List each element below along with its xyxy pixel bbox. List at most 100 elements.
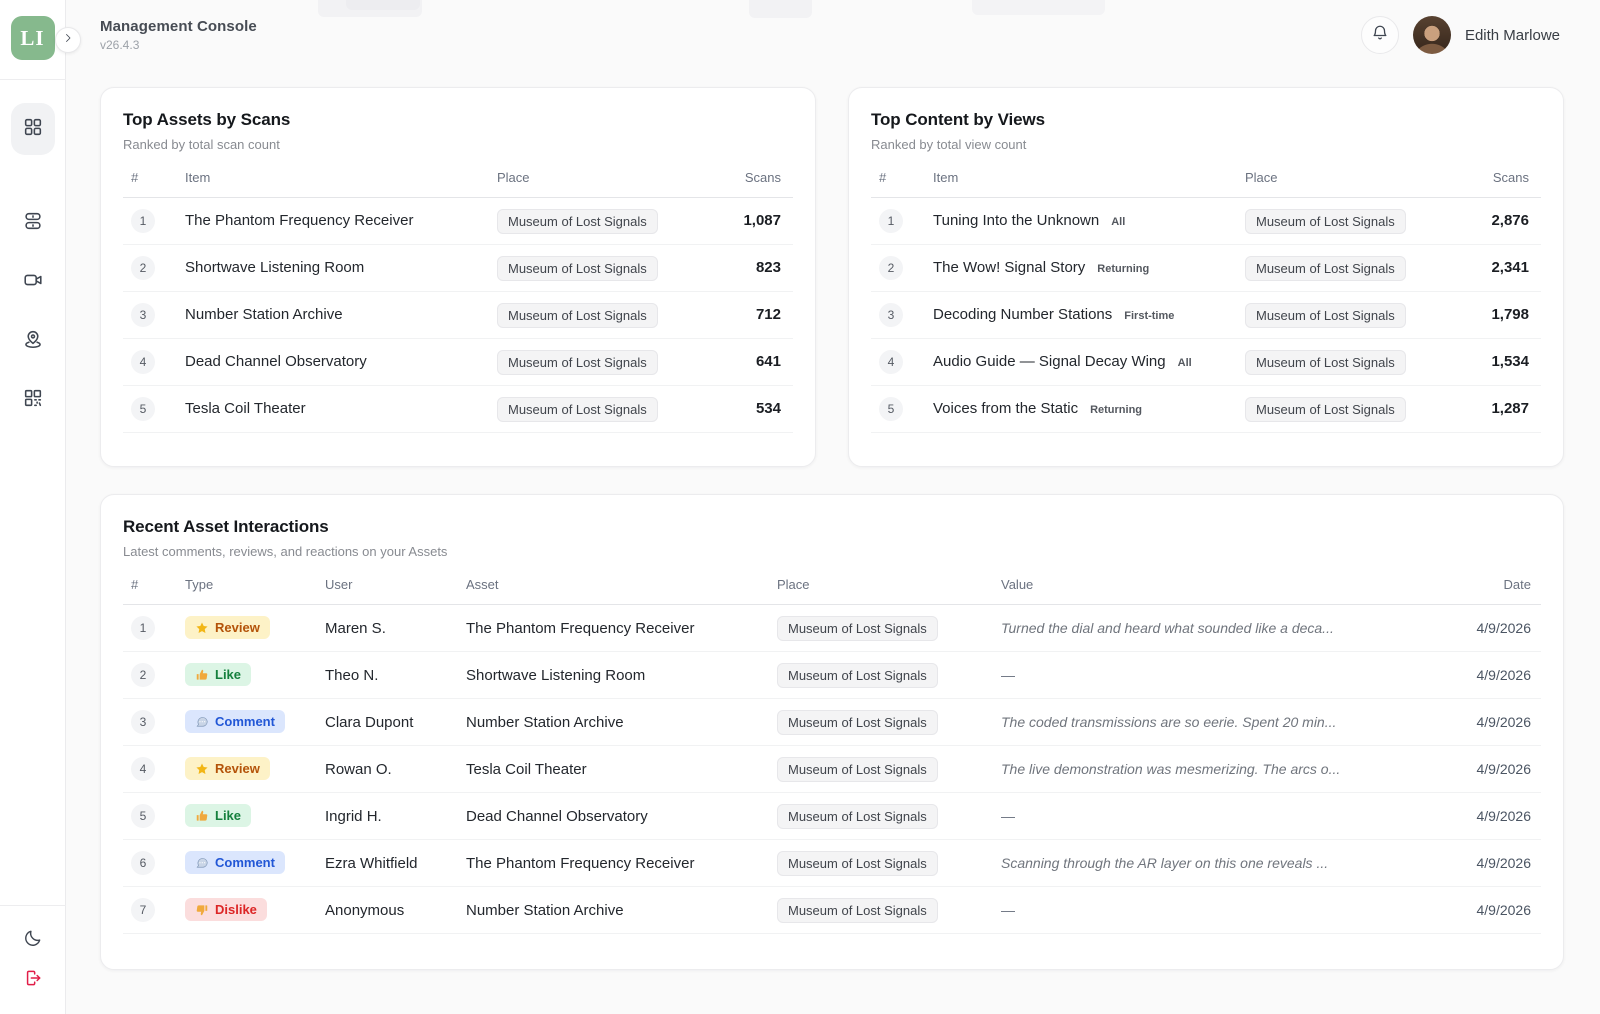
speech-bubble-icon bbox=[195, 856, 209, 870]
asset-cell: Shortwave Listening Room bbox=[466, 666, 646, 684]
table-row[interactable]: 6 Comment Ezra Whitfield The Phantom Freque… bbox=[123, 840, 1541, 887]
type-cell: Dislike bbox=[185, 898, 325, 922]
audience-label: First-time bbox=[1124, 310, 1175, 322]
bell-icon bbox=[1371, 24, 1389, 47]
item-cell: Shortwave Listening Room bbox=[185, 259, 497, 277]
place-chip: Museum of Lost Signals bbox=[777, 897, 938, 923]
place-cell: Museum of Lost Signals bbox=[777, 897, 1001, 923]
card-subtitle: Latest comments, reviews, and reactions … bbox=[123, 544, 448, 559]
notifications-button[interactable] bbox=[1360, 16, 1399, 54]
place-cell: Museum of Lost Signals bbox=[497, 396, 693, 422]
table-row[interactable]: 1 Tuning Into the Unknown All Museum of Los… bbox=[871, 198, 1541, 245]
user-cell: Clara Dupont bbox=[325, 713, 414, 731]
rank-badge: 5 bbox=[879, 397, 903, 421]
rank-badge: 1 bbox=[131, 209, 155, 233]
user-cell: Maren S. bbox=[325, 619, 386, 637]
value-cell: The live demonstration was mesmerizing. … bbox=[1001, 761, 1341, 777]
table-row[interactable]: 4 Dead Channel Observatory Museum of Lost … bbox=[123, 339, 793, 386]
theme-toggle-button[interactable] bbox=[13, 920, 53, 960]
table-row[interactable]: 2 The Wow! Signal Story Returning Museum of… bbox=[871, 245, 1541, 292]
logout-icon bbox=[23, 968, 43, 993]
column-header: # bbox=[879, 170, 887, 185]
place-cell: Museum of Lost Signals bbox=[497, 302, 693, 328]
table-row[interactable]: 2 Like Theo N. Shortwave Listening Room Muse… bbox=[123, 652, 1541, 699]
place-chip: Museum of Lost Signals bbox=[497, 255, 658, 281]
sidebar-nav bbox=[13, 203, 53, 420]
rank-badge: 3 bbox=[131, 710, 155, 734]
place-cell: Museum of Lost Signals bbox=[497, 255, 693, 281]
server-icon bbox=[22, 210, 44, 237]
rank-cell: 2 bbox=[123, 663, 185, 687]
column-header: Item bbox=[933, 170, 959, 185]
table-row[interactable]: 3 Decoding Number Stations First-time Museu… bbox=[871, 292, 1541, 339]
table-row[interactable]: 3 Number Station Archive Museum of Lost Si… bbox=[123, 292, 793, 339]
card-title: Recent Asset Interactions bbox=[123, 517, 329, 536]
column-header: Item bbox=[185, 170, 211, 185]
table-row[interactable]: 3 Comment Clara Dupont Number Station Archi… bbox=[123, 699, 1541, 746]
user-avatar[interactable] bbox=[1412, 16, 1451, 54]
place-chip: Museum of Lost Signals bbox=[1245, 302, 1406, 328]
scans-cell: 2,876 bbox=[1441, 212, 1541, 230]
rank-cell: 4 bbox=[123, 757, 185, 781]
top-content-card: Top Content by Views Ranked by total vie… bbox=[848, 87, 1564, 467]
sidebar-item-places[interactable] bbox=[13, 321, 53, 361]
table-header-row: # Item Place Scans bbox=[871, 170, 1541, 198]
column-header: Scans bbox=[744, 170, 781, 185]
table-row[interactable]: 7 Dislike Anonymous Number Station Archive M… bbox=[123, 887, 1541, 934]
place-chip: Museum of Lost Signals bbox=[777, 615, 938, 641]
table-row[interactable]: 1 Review Maren S. The Phantom Frequency Rec… bbox=[123, 605, 1541, 652]
sidebar-collapse-button[interactable] bbox=[55, 27, 81, 53]
column-header: Value bbox=[1001, 577, 1034, 592]
star-icon bbox=[195, 762, 209, 776]
scans-cell: 712 bbox=[693, 306, 793, 324]
sidebar-item-media[interactable] bbox=[13, 262, 53, 302]
rank-badge: 7 bbox=[131, 898, 155, 922]
place-chip: Museum of Lost Signals bbox=[1245, 208, 1406, 234]
audience-label: Returning bbox=[1097, 263, 1150, 275]
table-row[interactable]: 5 Tesla Coil Theater Museum of Lost Signal… bbox=[123, 386, 793, 433]
place-cell: Museum of Lost Signals bbox=[1245, 208, 1441, 234]
sidebar-item-qr-codes[interactable] bbox=[13, 380, 53, 420]
sidebar-item-dashboard[interactable] bbox=[10, 103, 55, 155]
rank-badge: 2 bbox=[131, 256, 155, 280]
rank-cell: 3 bbox=[871, 303, 933, 327]
asset-cell: Dead Channel Observatory bbox=[466, 807, 648, 825]
sidebar-footer bbox=[0, 905, 66, 1014]
rank-cell: 3 bbox=[123, 710, 185, 734]
type-badge-comment: Comment bbox=[185, 710, 285, 734]
ghost-shape bbox=[346, 0, 420, 10]
place-chip: Museum of Lost Signals bbox=[777, 803, 938, 829]
rank-cell: 2 bbox=[871, 256, 933, 280]
place-chip: Museum of Lost Signals bbox=[777, 850, 938, 876]
column-header: # bbox=[131, 170, 139, 185]
scans-value: 1,087 bbox=[743, 212, 781, 229]
table-row[interactable]: 5 Voices from the Static Returning Museum o… bbox=[871, 386, 1541, 433]
type-cell: Review bbox=[185, 616, 325, 640]
type-badge-label: Like bbox=[215, 808, 242, 824]
item-name: The Wow! Signal Story bbox=[933, 259, 1086, 276]
value-cell: Scanning through the AR layer on this on… bbox=[1001, 855, 1329, 871]
table-row[interactable]: 4 Audio Guide — Signal Decay Wing All Museu… bbox=[871, 339, 1541, 386]
thumb-up-icon bbox=[195, 809, 209, 823]
table-row[interactable]: 2 Shortwave Listening Room Museum of Lost … bbox=[123, 245, 793, 292]
sidebar-item-assets[interactable] bbox=[13, 203, 53, 243]
column-header: Date bbox=[1503, 577, 1531, 592]
table-row[interactable]: 1 The Phantom Frequency Receiver Museum of… bbox=[123, 198, 793, 245]
logout-button[interactable] bbox=[13, 960, 53, 1000]
app-logo[interactable]: LI bbox=[10, 16, 55, 60]
place-chip: Museum of Lost Signals bbox=[1245, 349, 1406, 375]
sidebar: LI bbox=[0, 0, 66, 1014]
moon-icon bbox=[23, 928, 43, 953]
date-cell: 4/9/2026 bbox=[1476, 620, 1532, 636]
date-cell: 4/9/2026 bbox=[1476, 667, 1532, 683]
type-badge-label: Review bbox=[215, 620, 260, 636]
column-header: Place bbox=[777, 577, 810, 592]
item-cell: Number Station Archive bbox=[185, 306, 497, 324]
table-row[interactable]: 4 Review Rowan O. Tesla Coil Theater Museum … bbox=[123, 746, 1541, 793]
table-row[interactable]: 5 Like Ingrid H. Dead Channel Observatory Mu… bbox=[123, 793, 1541, 840]
date-cell: 4/9/2026 bbox=[1476, 714, 1532, 730]
rank-badge: 4 bbox=[879, 350, 903, 374]
scans-cell: 823 bbox=[693, 259, 793, 277]
user-name: Edith Marlowe bbox=[1464, 26, 1560, 44]
type-cell: Like bbox=[185, 804, 325, 828]
